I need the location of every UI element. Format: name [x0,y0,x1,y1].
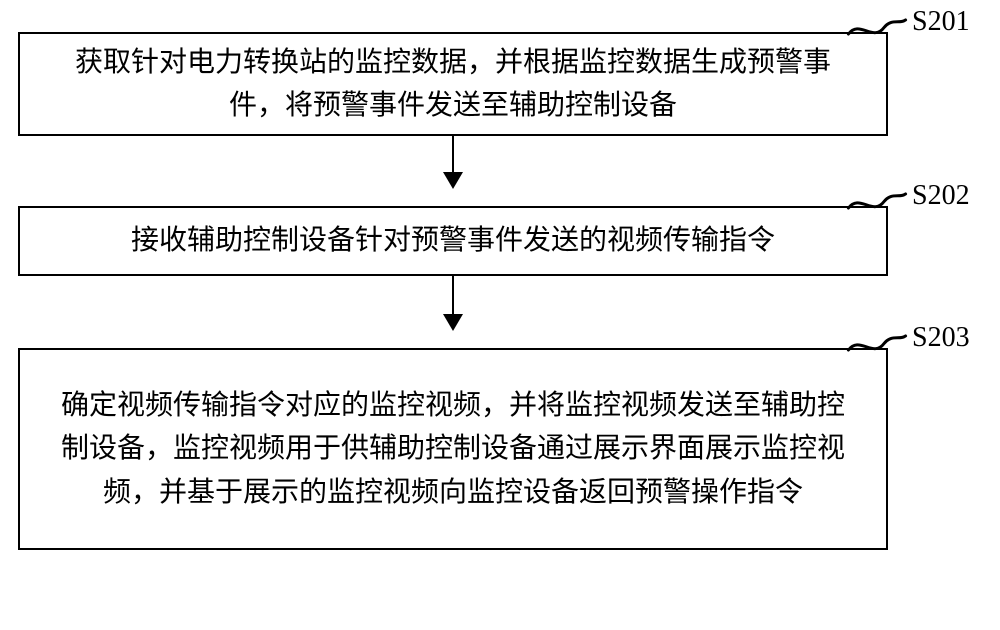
flow-step-s201: 获取针对电力转换站的监控数据，并根据监控数据生成预警事件，将预警事件发送至辅助控… [18,32,888,136]
flow-step-text: 确定视频传输指令对应的监控视频，并将监控视频发送至辅助控制设备，监控视频用于供辅… [48,384,858,514]
step-label-s201: S201 [912,6,970,38]
flow-step-text: 接收辅助控制设备针对预警事件发送的视频传输指令 [131,219,775,262]
step-label-s203: S203 [912,322,970,354]
label-connector [845,14,908,40]
label-connector [845,188,908,214]
label-connector [845,330,908,356]
flow-step-s202: 接收辅助控制设备针对预警事件发送的视频传输指令 [18,206,888,276]
flow-arrow [452,136,454,187]
flow-arrow [452,276,454,329]
flow-step-s203: 确定视频传输指令对应的监控视频，并将监控视频发送至辅助控制设备，监控视频用于供辅… [18,348,888,550]
flow-step-text: 获取针对电力转换站的监控数据，并根据监控数据生成预警事件，将预警事件发送至辅助控… [48,41,858,128]
step-label-s202: S202 [912,180,970,212]
